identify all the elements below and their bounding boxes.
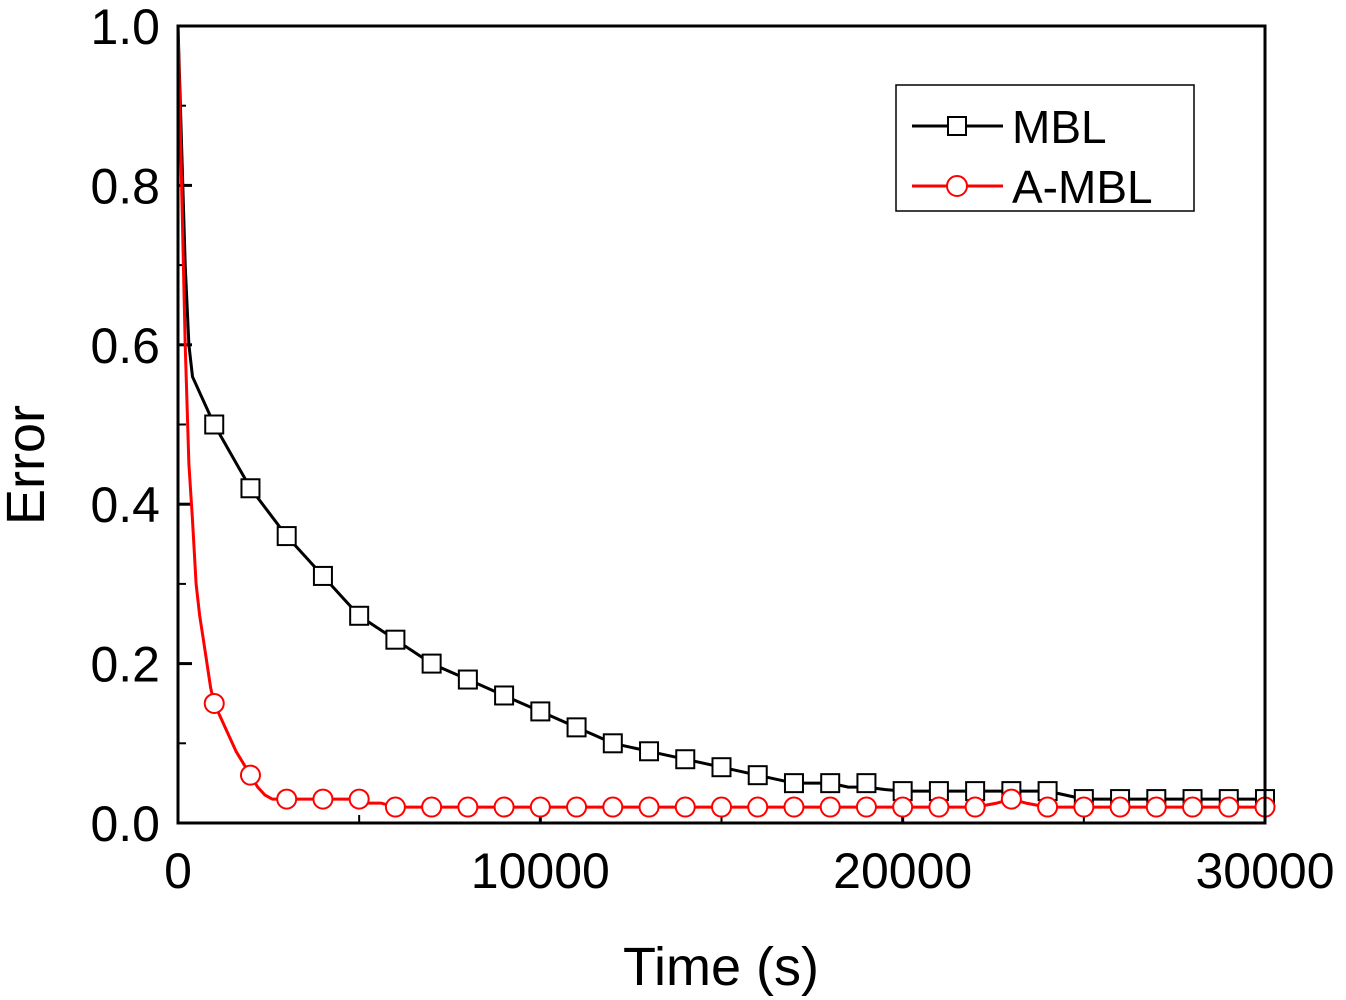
data-point-a-mbl: [928, 796, 950, 818]
data-point-a-mbl: [602, 796, 624, 818]
data-point-mbl: [240, 478, 261, 499]
data-point-mbl: [856, 773, 877, 794]
y-tick-label: 0.4: [90, 477, 160, 533]
data-point-a-mbl: [1218, 796, 1240, 818]
x-tick-label: 0: [164, 843, 192, 899]
data-point-a-mbl: [529, 796, 551, 818]
data-point-mbl: [276, 526, 297, 547]
data-point-a-mbl: [892, 796, 914, 818]
data-point-mbl: [204, 414, 225, 435]
data-point-mbl: [421, 653, 442, 674]
data-point-mbl: [711, 757, 732, 778]
data-point-a-mbl: [457, 796, 479, 818]
data-point-mbl: [312, 565, 333, 586]
data-point-a-mbl: [1000, 788, 1022, 810]
legend-ambl-label: A-MBL: [1012, 161, 1153, 213]
data-point-a-mbl: [1145, 796, 1167, 818]
data-point-mbl: [783, 773, 804, 794]
data-point-mbl: [639, 741, 660, 762]
data-point-a-mbl: [1037, 796, 1059, 818]
data-point-a-mbl: [276, 788, 298, 810]
data-point-a-mbl: [239, 764, 261, 786]
data-point-mbl: [494, 685, 515, 706]
data-point-a-mbl: [819, 796, 841, 818]
data-point-a-mbl: [711, 796, 732, 818]
data-point-a-mbl: [348, 788, 370, 810]
x-tick-label: 30000: [1195, 843, 1334, 899]
legend-box: [895, 84, 1195, 212]
legend-mbl-label: MBL: [1012, 101, 1107, 153]
x-tick-label: 10000: [471, 843, 610, 899]
data-point-mbl: [457, 669, 478, 690]
y-tick-label: 0.2: [90, 637, 160, 693]
data-point-a-mbl: [747, 796, 769, 818]
tick-labels: 0 10000 20000 30000 0.0 0.2 0.4 0.6 0.8 1.0: [90, 0, 1334, 899]
series-line-a-mbl: [176, 25, 1265, 809]
data-point-a-mbl: [855, 796, 877, 818]
data-point-a-mbl: [638, 796, 660, 818]
data-point-a-mbl: [493, 796, 515, 818]
y-axis-title: Error: [0, 405, 56, 525]
data-point-a-mbl: [964, 796, 986, 818]
data-point-mbl: [675, 749, 696, 770]
data-point-mbl: [820, 773, 841, 794]
data-point-mbl: [385, 629, 406, 650]
data-point-a-mbl: [203, 692, 225, 714]
y-tick-label: 1.0: [90, 0, 160, 55]
x-tick-label: 20000: [833, 843, 972, 899]
data-point-a-mbl: [1073, 796, 1095, 818]
y-tick-label: 0.6: [90, 318, 160, 374]
data-point-a-mbl: [783, 796, 805, 818]
data-point-mbl: [566, 717, 587, 738]
series-layer: [176, 25, 1276, 818]
data-point-a-mbl: [421, 796, 443, 818]
plot-frame: [176, 24, 1267, 825]
y-tick-label: 0.8: [90, 158, 160, 214]
data-point-mbl: [747, 765, 768, 786]
legend-mbl-marker: [947, 116, 967, 136]
series-a-mbl: [176, 25, 1276, 818]
x-axis-title: Time (s): [623, 937, 819, 997]
data-point-a-mbl: [1182, 796, 1204, 818]
data-point-mbl: [602, 733, 623, 754]
data-point-a-mbl: [384, 796, 406, 818]
legend-ambl-marker: [946, 175, 968, 197]
data-point-a-mbl: [674, 796, 696, 818]
data-point-a-mbl: [1109, 796, 1131, 818]
data-point-a-mbl: [566, 796, 588, 818]
data-point-mbl: [349, 605, 370, 626]
y-tick-label: 0.0: [90, 796, 160, 852]
data-point-mbl: [530, 701, 551, 722]
data-point-a-mbl: [312, 788, 334, 810]
legend: MBL A-MBL: [895, 84, 1195, 213]
